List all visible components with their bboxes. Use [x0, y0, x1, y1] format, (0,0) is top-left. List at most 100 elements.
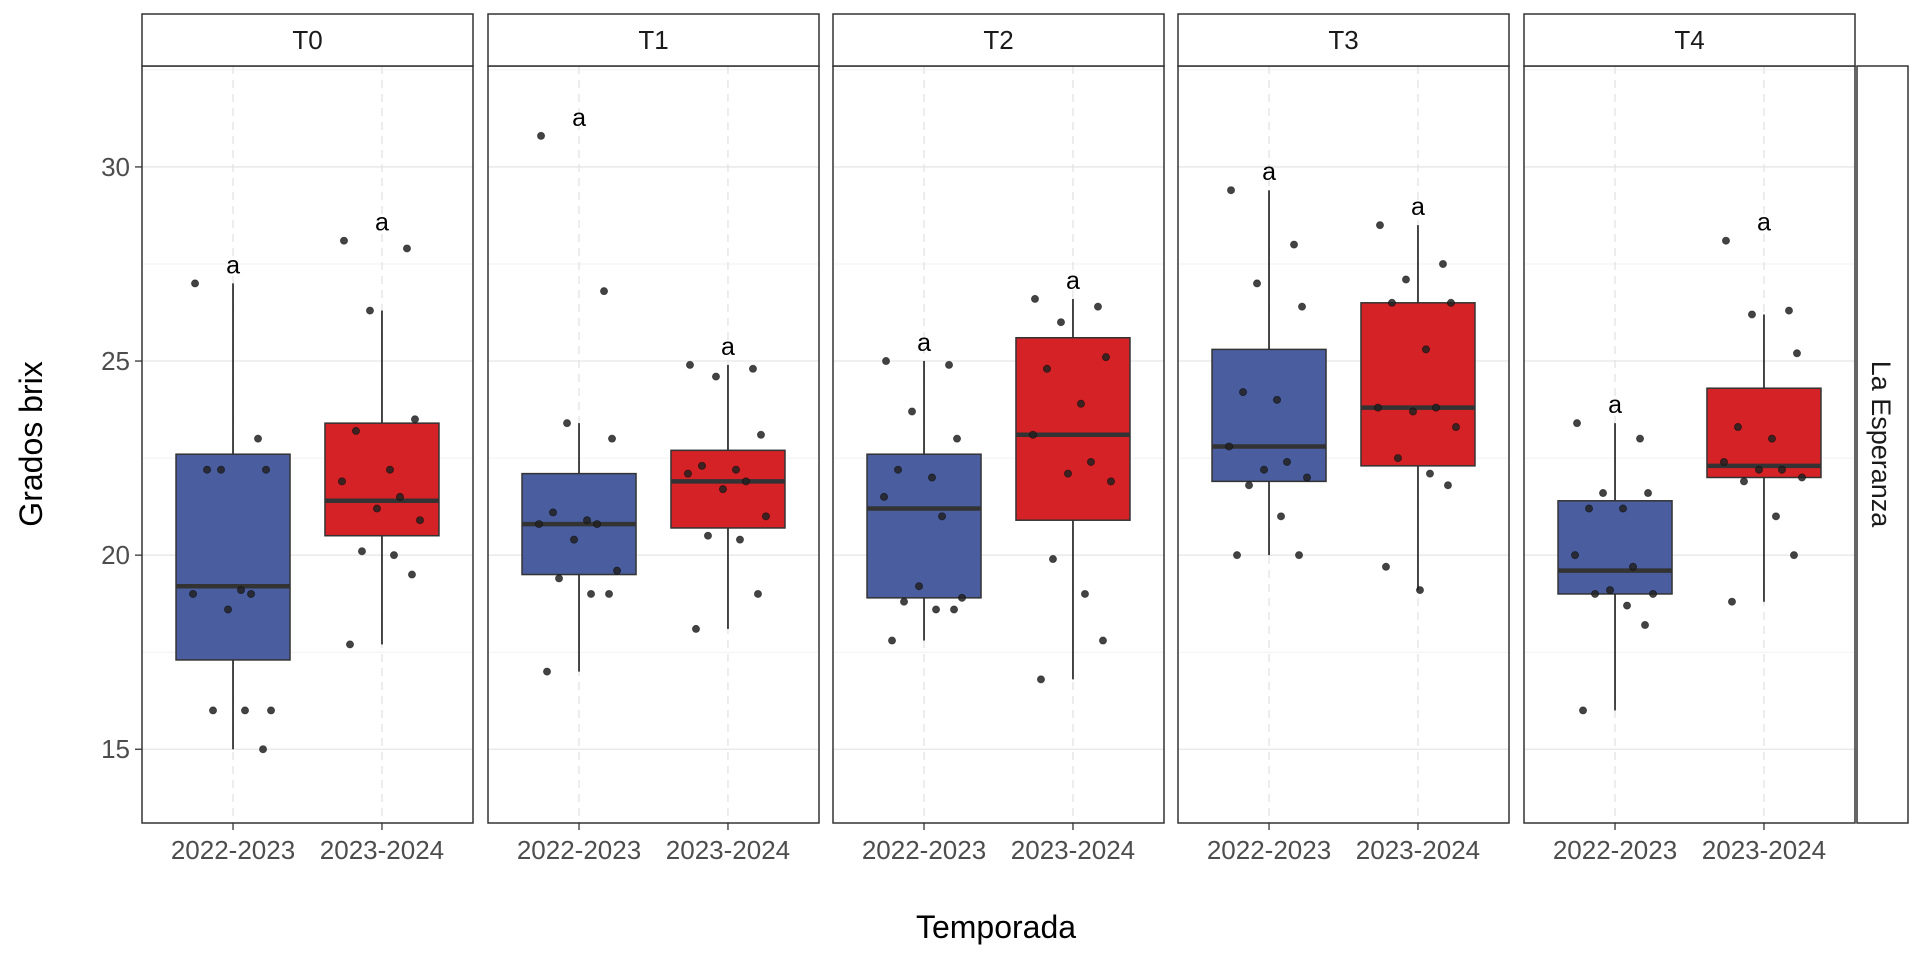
facet-strip — [141, 13, 474, 67]
y-tick-label: 15 — [101, 734, 130, 764]
box-t2-2022-2023: a — [866, 329, 982, 645]
data-point — [1273, 395, 1282, 404]
significance-letter: a — [226, 251, 240, 279]
facet-strip-label: T0 — [292, 25, 322, 55]
box-t1-2023-2024: a — [670, 333, 786, 633]
data-point — [1277, 512, 1286, 521]
data-point — [756, 430, 765, 439]
data-point — [1101, 353, 1110, 362]
data-point — [1789, 551, 1798, 560]
data-point — [928, 473, 937, 482]
data-point — [1048, 555, 1057, 564]
data-point — [1644, 489, 1653, 498]
data-point — [1086, 457, 1095, 466]
data-point — [1056, 318, 1065, 327]
data-point — [209, 706, 218, 715]
y-axis-title: Grados brix — [13, 361, 49, 526]
data-point — [1227, 186, 1236, 195]
data-point — [953, 434, 962, 443]
data-point — [1260, 465, 1269, 474]
data-point — [1290, 240, 1299, 249]
x-tick-label: 2023-2024 — [320, 835, 444, 865]
data-point — [1063, 469, 1072, 478]
data-point — [395, 492, 404, 501]
data-point — [247, 589, 256, 598]
data-point — [339, 236, 348, 245]
data-point — [1401, 275, 1410, 284]
data-point — [945, 360, 954, 369]
data-point — [1421, 345, 1430, 354]
data-point — [1727, 597, 1736, 606]
data-point — [1641, 621, 1650, 630]
data-point — [600, 287, 609, 296]
data-point — [900, 597, 909, 606]
x-tick-label: 2022-2023 — [1553, 835, 1677, 865]
significance-letter: a — [375, 209, 389, 237]
data-point — [1387, 298, 1396, 307]
data-point — [1636, 434, 1645, 443]
data-point — [697, 461, 706, 470]
data-point — [1649, 589, 1658, 598]
box-t0-2022-2023: a — [175, 251, 291, 754]
data-point — [683, 469, 692, 478]
row-strip: La Esperanza — [1856, 65, 1909, 824]
data-point — [1619, 504, 1628, 513]
data-point — [1030, 294, 1039, 303]
y-tick-label: 30 — [101, 152, 130, 182]
data-point — [735, 535, 744, 544]
data-point — [237, 586, 246, 595]
box-t4-2023-2024: a — [1706, 209, 1822, 606]
data-point — [731, 465, 740, 474]
x-tick-label: 2022-2023 — [1207, 835, 1331, 865]
data-point — [1623, 601, 1632, 610]
box-t0-2023-2024: a — [324, 209, 440, 649]
data-point — [587, 589, 596, 598]
data-point — [1606, 586, 1615, 595]
facet-panel-t3: a 2022-2023 a 2023-2024 T3 — [1177, 13, 1510, 865]
data-point — [1093, 302, 1102, 311]
x-tick-label: 2022-2023 — [862, 835, 986, 865]
data-point — [1777, 465, 1786, 474]
facet-strip — [1523, 13, 1856, 67]
data-point — [1431, 403, 1440, 412]
data-point — [224, 605, 233, 614]
data-point — [741, 477, 750, 486]
data-point — [259, 745, 268, 754]
data-point — [685, 360, 694, 369]
data-point — [1438, 259, 1447, 268]
data-point — [1719, 457, 1728, 466]
data-point — [389, 551, 398, 560]
box-t2-2023-2024: a — [1015, 267, 1131, 684]
data-point — [1295, 551, 1304, 560]
significance-letter: a — [917, 329, 931, 357]
data-point — [950, 605, 959, 614]
data-point — [241, 706, 250, 715]
data-point — [203, 465, 212, 474]
data-point — [1797, 473, 1806, 482]
box-t3-2023-2024: a — [1360, 193, 1476, 595]
data-point — [351, 426, 360, 435]
facet-panel-t2: a 2022-2023 a 2023-2024 T2 — [832, 13, 1165, 865]
significance-letter: a — [572, 104, 586, 132]
x-tick-label: 2022-2023 — [171, 835, 295, 865]
box-t3-2022-2023: a — [1211, 158, 1327, 560]
data-point — [1571, 551, 1580, 560]
data-point — [748, 364, 757, 373]
data-point — [1451, 423, 1460, 432]
data-point — [1225, 442, 1234, 451]
data-point — [1573, 419, 1582, 428]
significance-letter: a — [1757, 209, 1771, 237]
box-iqr — [1360, 302, 1476, 467]
data-point — [1393, 454, 1402, 463]
data-point — [1245, 481, 1254, 490]
data-point — [1408, 407, 1417, 416]
data-point — [1754, 465, 1763, 474]
data-point — [1298, 302, 1307, 311]
data-point — [1239, 388, 1248, 397]
data-point — [337, 477, 346, 486]
data-point — [1233, 551, 1242, 560]
data-point — [1585, 504, 1594, 513]
box-t4-2022-2023: a — [1557, 391, 1673, 715]
facet-strip-label: T3 — [1328, 25, 1358, 55]
facet-strip-label: T4 — [1674, 25, 1704, 55]
